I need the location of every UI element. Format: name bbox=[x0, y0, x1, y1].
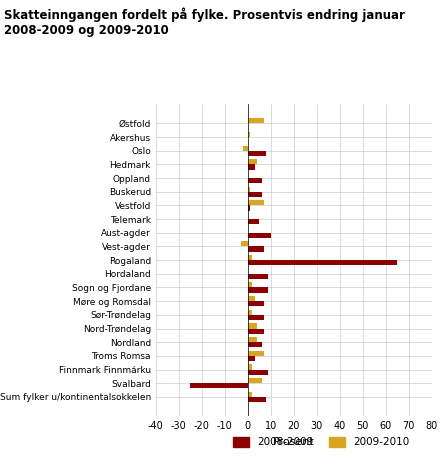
Bar bbox=[248, 159, 257, 165]
Bar bbox=[248, 282, 252, 288]
Bar bbox=[248, 350, 264, 356]
Bar bbox=[248, 260, 397, 265]
Text: Skatteinngangen fordelt på fylke. Prosentvis endring januar
2008-2009 og 2009-20: Skatteinngangen fordelt på fylke. Prosen… bbox=[4, 7, 405, 37]
Bar bbox=[248, 132, 250, 137]
Bar bbox=[248, 178, 262, 184]
Bar bbox=[248, 315, 264, 320]
Bar bbox=[248, 369, 268, 375]
Bar bbox=[248, 329, 264, 333]
Bar bbox=[248, 296, 255, 301]
Bar bbox=[248, 151, 266, 156]
Bar bbox=[248, 187, 250, 192]
Bar bbox=[190, 383, 248, 388]
X-axis label: Prosent: Prosent bbox=[273, 437, 315, 447]
Bar bbox=[248, 255, 252, 260]
Bar bbox=[248, 165, 255, 170]
Bar bbox=[248, 200, 264, 205]
Bar bbox=[248, 301, 264, 307]
Bar bbox=[248, 392, 252, 397]
Bar bbox=[248, 337, 257, 342]
Bar bbox=[248, 378, 262, 383]
Bar bbox=[248, 246, 264, 252]
Bar bbox=[241, 241, 248, 246]
Bar bbox=[248, 310, 252, 315]
Bar bbox=[248, 233, 271, 238]
Bar bbox=[243, 146, 248, 151]
Bar bbox=[248, 288, 268, 293]
Bar bbox=[248, 118, 264, 123]
Bar bbox=[248, 356, 255, 361]
Bar bbox=[248, 192, 262, 197]
Legend: 2008-2009, 2009-2010: 2008-2009, 2009-2010 bbox=[229, 432, 413, 452]
Bar bbox=[248, 274, 268, 279]
Bar bbox=[248, 364, 252, 369]
Bar bbox=[248, 324, 257, 329]
Bar bbox=[248, 205, 250, 210]
Bar bbox=[248, 342, 262, 347]
Bar bbox=[248, 397, 266, 402]
Bar bbox=[248, 219, 259, 224]
